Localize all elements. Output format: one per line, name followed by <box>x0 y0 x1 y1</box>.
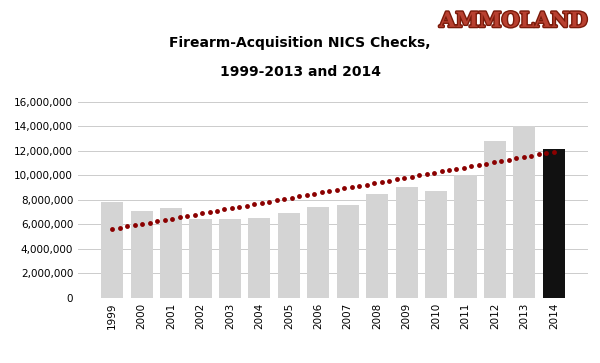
Text: Firearm-Acquisition NICS Checks,: Firearm-Acquisition NICS Checks, <box>169 36 431 50</box>
Bar <box>190 219 212 298</box>
Bar <box>425 191 447 298</box>
Bar <box>514 126 535 298</box>
Bar <box>484 141 506 298</box>
Bar <box>219 219 241 298</box>
Bar <box>454 175 476 298</box>
Bar <box>278 213 300 298</box>
Bar <box>395 187 418 298</box>
Bar <box>366 193 388 298</box>
Bar <box>101 202 123 298</box>
Bar <box>160 208 182 298</box>
Text: AMMOLAND: AMMOLAND <box>439 11 588 31</box>
Bar <box>248 218 271 298</box>
Bar <box>543 150 565 298</box>
Bar <box>307 207 329 298</box>
Bar <box>337 205 359 298</box>
Text: AMMOLAND: AMMOLAND <box>439 11 588 31</box>
Text: 1999-2013 and 2014: 1999-2013 and 2014 <box>220 65 380 79</box>
Bar <box>131 211 152 298</box>
